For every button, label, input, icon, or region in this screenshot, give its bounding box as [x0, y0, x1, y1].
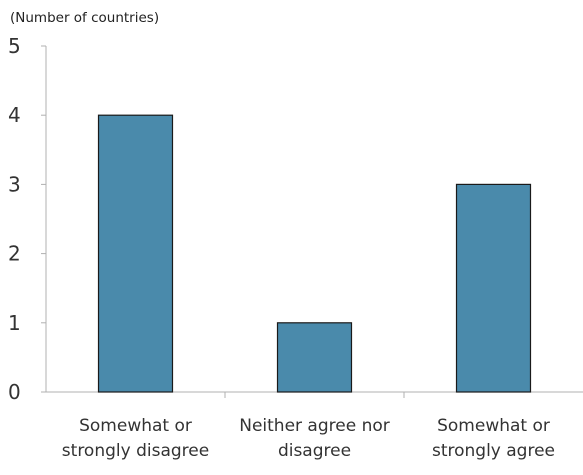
bar: [97, 114, 174, 393]
x-tick-label: disagree: [278, 441, 351, 461]
bar: [276, 322, 353, 393]
bar: [455, 183, 532, 393]
bars: [97, 114, 532, 393]
x-tick-label: strongly disagree: [62, 441, 209, 461]
x-tick-label: Neither agree nor: [239, 416, 390, 436]
y-tick-label: 3: [8, 172, 21, 196]
x-axis-labels: Somewhat or strongly disagree Neither agre…: [62, 416, 555, 461]
x-tick-label: Somewhat or: [437, 416, 550, 436]
y-tick-label: 5: [8, 34, 21, 58]
y-tick-label: 4: [8, 103, 21, 127]
x-tick-label: Somewhat or: [79, 416, 192, 436]
y-tick-label: 2: [8, 242, 21, 266]
y-tick-label: 0: [8, 380, 21, 404]
y-axis-ticks: 0 1 2 3 4 5: [8, 34, 46, 404]
y-tick-label: 1: [8, 311, 21, 335]
unit-label: (Number of countries): [10, 10, 159, 26]
x-tick-label: strongly agree: [432, 441, 555, 461]
